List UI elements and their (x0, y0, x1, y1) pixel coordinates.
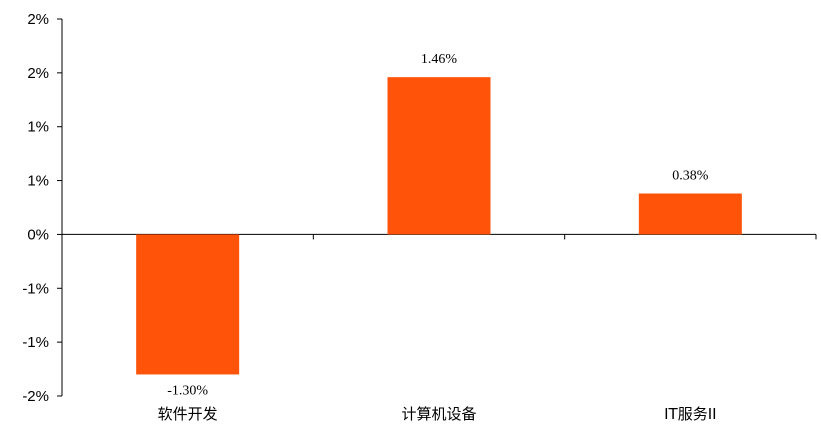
y-tick-label: -1% (22, 280, 49, 297)
data-label: -1.30% (167, 383, 208, 398)
labels: 2% 2% 1% 1% 0% -1% -1% -2% -1.30% 软件开发 1.46% 计算机设备 0… (22, 11, 716, 423)
category-label: IT服务II (664, 405, 716, 423)
y-tick-label: 2% (27, 11, 49, 28)
y-tick-label: 1% (27, 119, 49, 136)
y-tick-label: 2% (27, 65, 49, 82)
category-label: 软件开发 (158, 405, 218, 423)
data-label: 0.38% (672, 168, 709, 183)
category-label: 计算机设备 (401, 405, 476, 423)
data-label: 1.46% (421, 52, 458, 67)
y-tick-label: -2% (22, 388, 49, 405)
y-tick-label: 0% (27, 226, 49, 243)
bar (388, 77, 491, 234)
bar (136, 234, 239, 374)
bars (136, 77, 742, 374)
y-tick-label: 1% (27, 173, 49, 190)
y-tick-label: -1% (22, 334, 49, 351)
bar (639, 193, 742, 234)
